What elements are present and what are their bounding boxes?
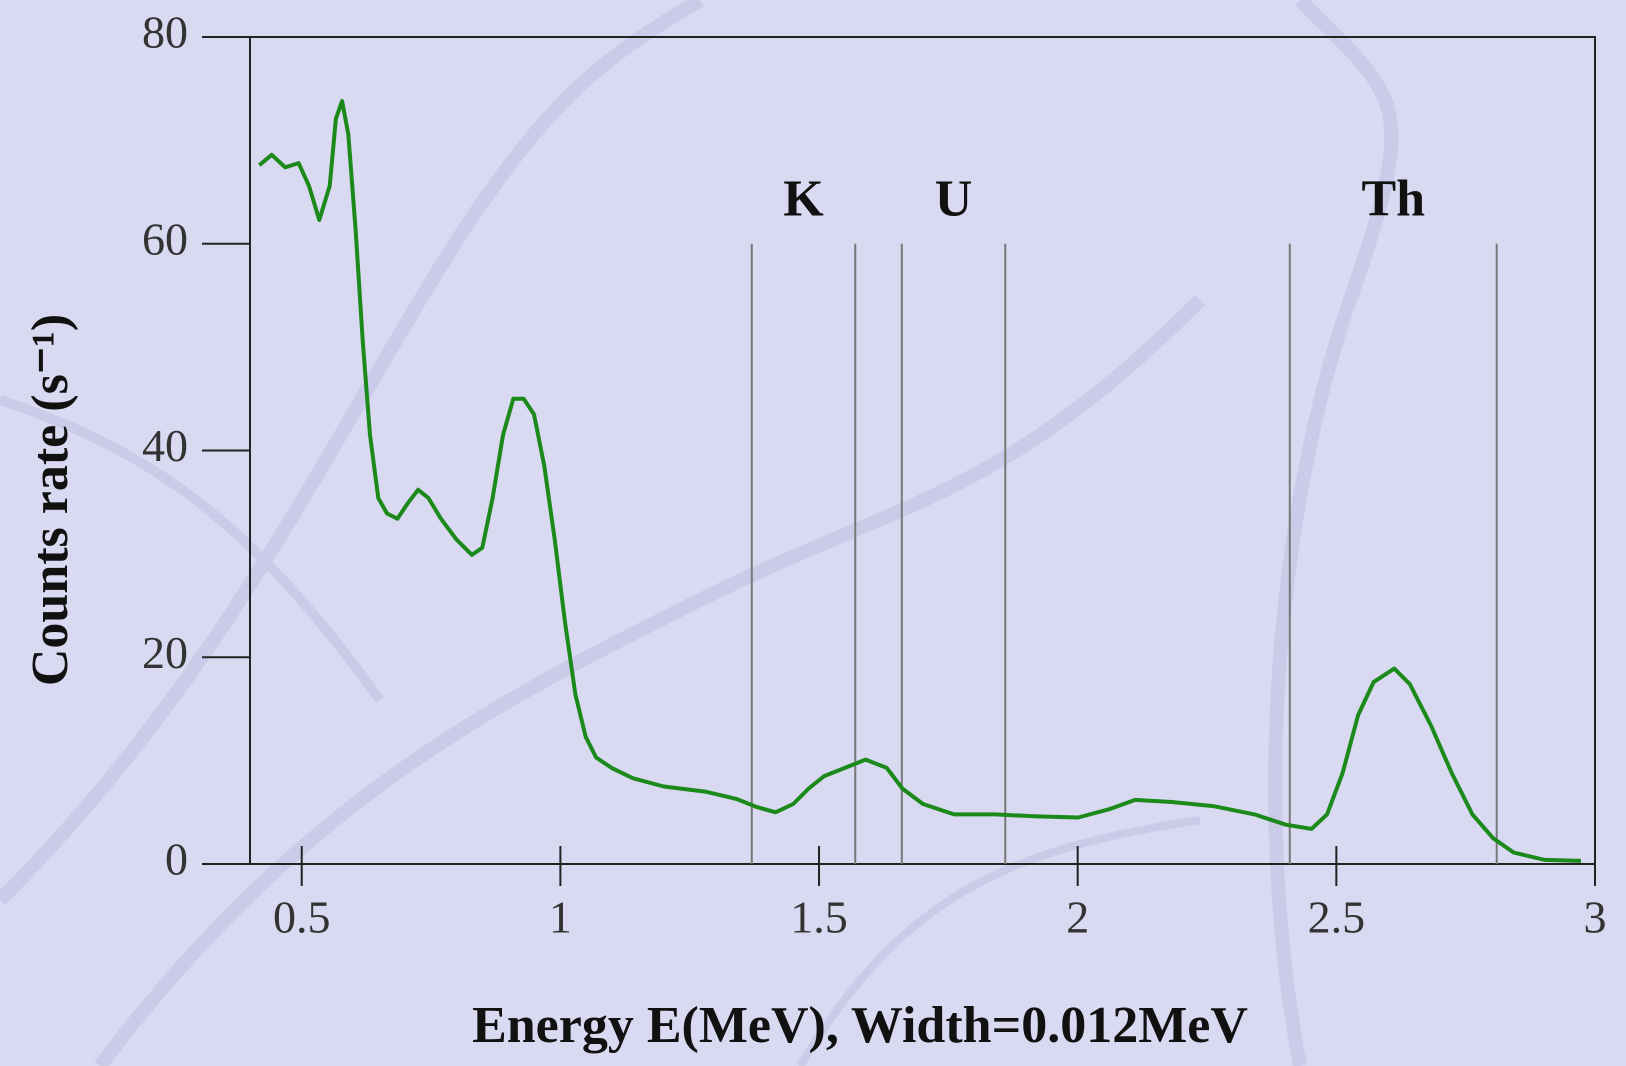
y-axis-label: Counts rate (s⁻¹)	[22, 314, 79, 686]
x-tick-label: 1	[549, 892, 572, 943]
background	[0, 0, 1391, 1066]
y-tick-label: 20	[142, 627, 188, 678]
x-tick-label: 0.5	[273, 892, 331, 943]
y-tick-label: 60	[142, 213, 188, 264]
x-tick-label: 3	[1584, 892, 1607, 943]
window-label: U	[935, 171, 973, 228]
y-tick-label: 0	[165, 834, 188, 885]
x-tick-label: 2	[1066, 892, 1089, 943]
chart: Energy E(MeV), Width=0.012MeV Counts rat…	[0, 0, 1626, 1066]
y-tick-label: 40	[142, 420, 188, 471]
page: {"chart_data": {"type": "line", "xlabel"…	[0, 0, 1626, 1066]
window-label: Th	[1361, 171, 1425, 228]
x-tick-label: 1.5	[790, 892, 848, 943]
window-label: K	[783, 171, 824, 228]
x-tick-label: 2.5	[1308, 892, 1366, 943]
y-tick-label: 80	[142, 7, 188, 58]
x-axis-label: Energy E(MeV), Width=0.012MeV	[472, 997, 1248, 1054]
